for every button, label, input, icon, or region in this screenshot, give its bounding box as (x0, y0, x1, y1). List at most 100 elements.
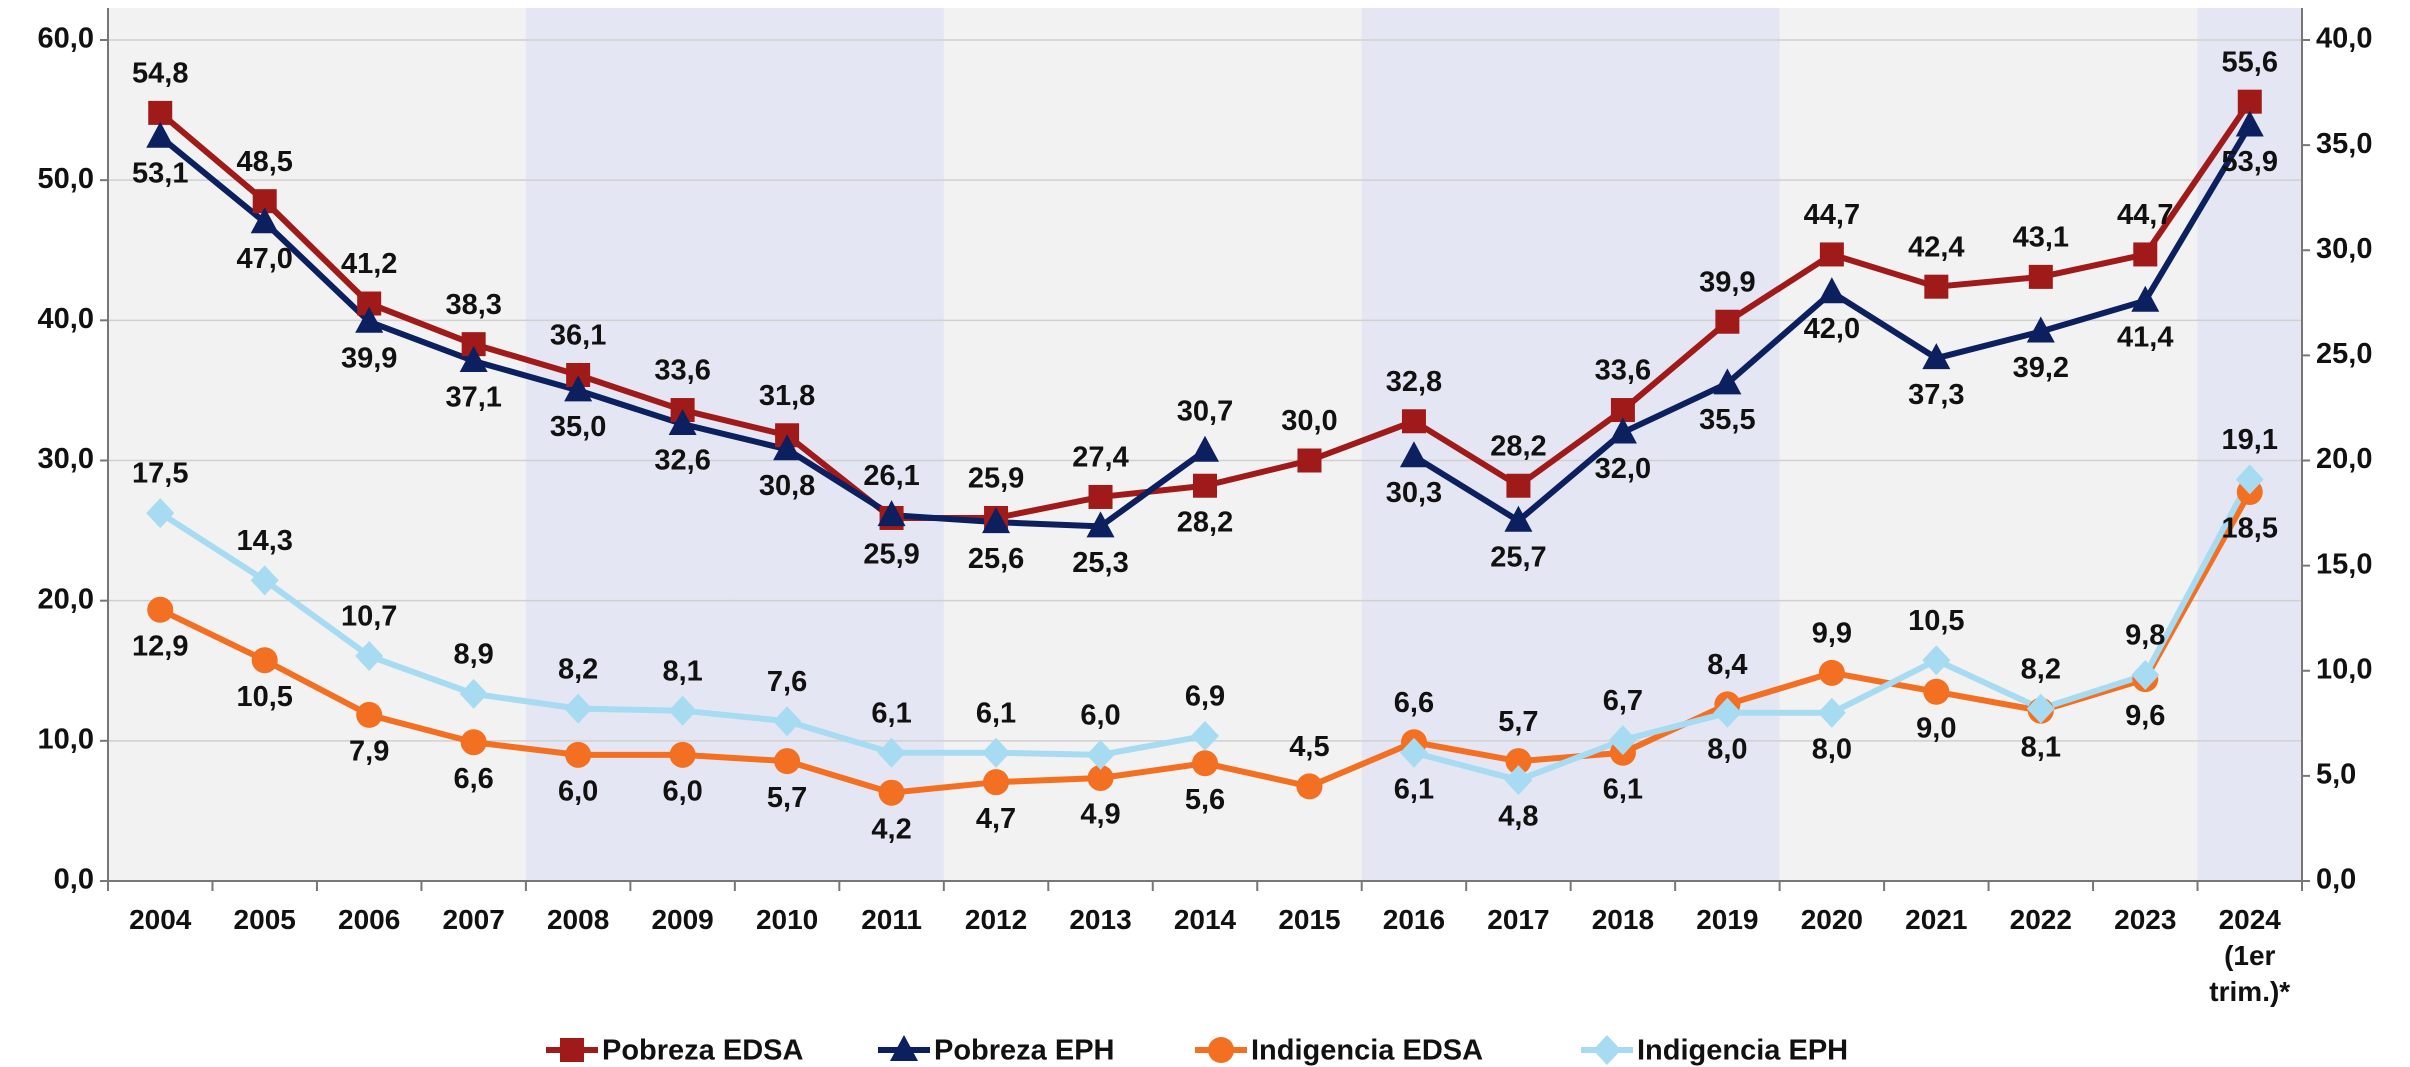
data-point (878, 779, 905, 806)
y-tick-label: 10,0 (38, 723, 94, 755)
legend-item: Pobreza EPH (878, 1035, 1115, 1067)
value-label: 30,3 (1386, 477, 1442, 509)
value-label: 19,1 (2222, 424, 2278, 456)
value-label: 4,9 (1080, 799, 1120, 831)
data-point (1506, 473, 1531, 498)
data-point (668, 695, 697, 726)
value-label: 14,3 (236, 525, 292, 557)
value-label: 37,1 (445, 382, 501, 414)
data-point (355, 641, 384, 672)
data-point (1297, 448, 1322, 473)
legend-item: Pobreza EDSA (546, 1035, 803, 1067)
value-label: 8,1 (2021, 731, 2061, 763)
period-band (1048, 8, 1154, 881)
data-point (355, 306, 384, 333)
data-point (1713, 697, 1742, 728)
period-band (1675, 8, 1781, 881)
y2-tick-label: 40,0 (2316, 23, 2372, 55)
data-point (1713, 368, 1742, 395)
x-tick-label: 2019 (1696, 904, 1759, 935)
y-tick-label: 40,0 (38, 303, 94, 335)
value-label: 8,2 (2021, 653, 2061, 685)
value-label: 6,0 (558, 776, 598, 808)
y2-tick-label: 20,0 (2316, 443, 2372, 475)
value-label: 30,0 (1281, 405, 1337, 437)
value-label: 6,9 (1185, 681, 1225, 713)
value-label: 6,0 (662, 776, 702, 808)
x-tick-label: 2012 (964, 904, 1028, 935)
data-point (982, 737, 1011, 768)
value-label: 42,4 (1908, 231, 1964, 263)
data-point (1922, 645, 1951, 676)
value-label: 32,6 (654, 445, 710, 477)
x-tick-label: 2021 (1905, 904, 1968, 935)
y2-tick-label: 30,0 (2316, 233, 2372, 265)
value-label: 55,6 (2222, 46, 2278, 78)
x-tick-label: 2006 (338, 904, 401, 935)
value-label: 32,0 (1595, 453, 1651, 485)
data-point (982, 507, 1011, 534)
value-label: 8,1 (662, 655, 702, 687)
data-point (1086, 511, 1115, 538)
value-label: 53,9 (2222, 146, 2278, 178)
x-tick-label: 2005 (233, 904, 296, 935)
data-point (2026, 316, 2055, 343)
value-label: 9,8 (2125, 620, 2165, 652)
value-label: 28,2 (1490, 430, 1546, 462)
data-point (668, 409, 697, 436)
data-point (459, 345, 488, 372)
value-label: 25,9 (863, 539, 919, 571)
data-point (1504, 505, 1533, 532)
data-point (147, 596, 174, 623)
x-tick-label: 2022 (2009, 904, 2072, 935)
value-label: 9,9 (1812, 618, 1852, 650)
data-point (1191, 435, 1219, 462)
value-label: 5,7 (1498, 706, 1538, 738)
data-point (356, 701, 383, 728)
legend-item: Indigencia EDSA (1195, 1035, 1483, 1067)
x-tick-label: 2018 (1591, 904, 1655, 935)
data-point (1923, 678, 1950, 705)
data-point (1088, 484, 1113, 509)
period-band (525, 8, 631, 881)
data-point (146, 121, 175, 148)
data-point (1817, 277, 1846, 304)
data-point (1819, 242, 1844, 267)
value-label: 10,5 (1908, 605, 1964, 637)
legend-marker (1593, 1035, 1621, 1065)
value-label: 6,1 (871, 697, 911, 729)
y2-tick-label: 35,0 (2316, 128, 2372, 160)
data-point (1922, 343, 1951, 370)
value-label: 8,4 (1707, 649, 1747, 681)
value-label: 35,5 (1699, 404, 1755, 436)
y2-tick-label: 10,0 (2316, 653, 2372, 685)
value-label: 33,6 (654, 355, 710, 387)
value-label: 6,7 (1603, 685, 1643, 717)
value-label: 4,8 (1498, 801, 1538, 833)
value-label: 4,5 (1289, 731, 1329, 763)
value-label: 38,3 (445, 289, 501, 321)
data-point (146, 498, 175, 529)
value-label: 37,3 (1908, 379, 1964, 411)
value-label: 31,8 (759, 380, 815, 412)
data-point (2028, 264, 2053, 289)
data-point (459, 678, 488, 709)
y-tick-label: 0,0 (54, 864, 94, 896)
value-label: 26,1 (863, 460, 919, 492)
value-label: 4,2 (871, 813, 911, 845)
value-label: 35,0 (550, 411, 606, 443)
data-point (564, 375, 593, 402)
value-label: 25,3 (1072, 547, 1128, 579)
x-tick-label: 2020 (1800, 904, 1863, 935)
legend-marker (890, 1035, 918, 1061)
value-label: 7,6 (767, 666, 807, 698)
value-label: 6,1 (976, 697, 1016, 729)
period-band (630, 8, 736, 881)
period-band (943, 8, 1049, 881)
x-tick-label: 2010 (755, 904, 819, 935)
legend-label: Pobreza EDSA (602, 1035, 803, 1067)
y-tick-label: 50,0 (38, 163, 94, 195)
value-label: 41,4 (2117, 321, 2173, 353)
legend-marker (1208, 1037, 1234, 1063)
data-point (1818, 659, 1845, 686)
